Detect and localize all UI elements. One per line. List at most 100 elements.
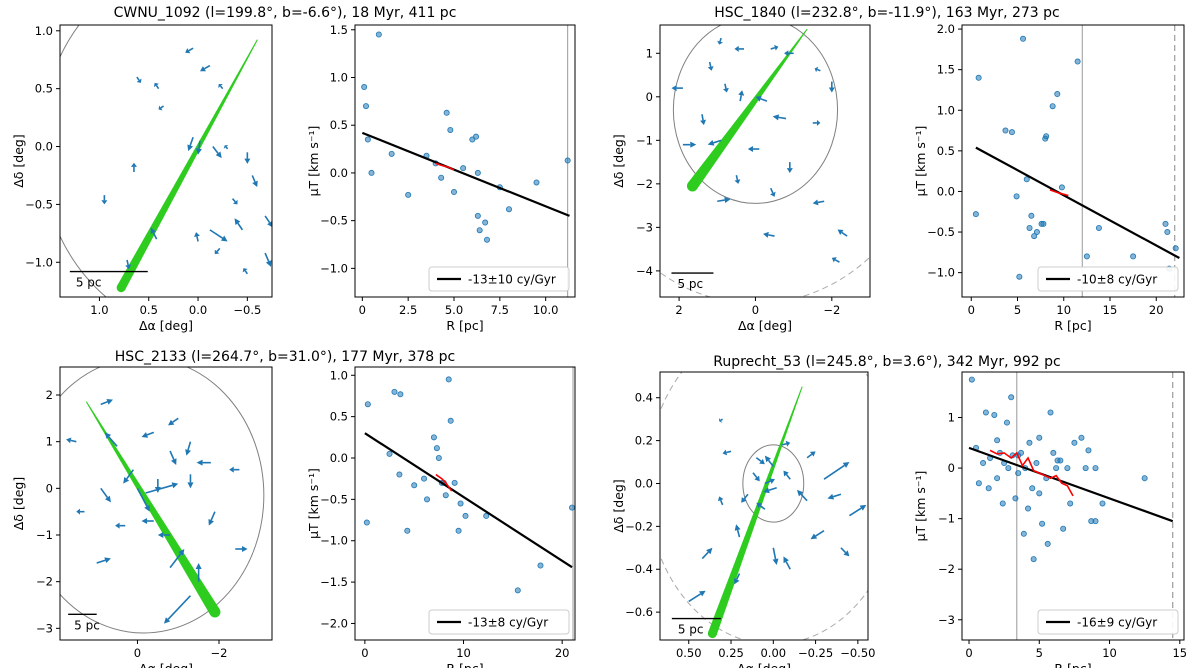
panel-title: Ruprecht_53 (l=245.8°, b=3.6°), 342 Myr,… <box>713 354 1061 370</box>
vel-ytick-label: 1.0 <box>330 368 348 382</box>
star-point <box>1008 394 1015 401</box>
star-point <box>442 492 449 499</box>
vel-plot-area <box>968 372 1174 640</box>
orbit-trail <box>688 29 808 190</box>
velocity-arrow-head <box>220 235 228 242</box>
velocity-arrow-head <box>706 547 713 555</box>
vel-xtick-label: 0 <box>361 646 368 660</box>
velocity-arrow <box>126 259 129 266</box>
velocity-arrow-head <box>185 449 191 456</box>
sky-ylabel: Δδ [deg] <box>11 477 26 531</box>
sky-ytick-label: 2 <box>46 388 53 402</box>
velocity-arrow-head <box>698 590 706 597</box>
velocity-arrow-head <box>267 220 272 228</box>
star-point <box>1141 475 1148 482</box>
legend-label: -16±9 cy/Gyr <box>1077 616 1157 630</box>
velocity-arrow-head <box>195 563 202 569</box>
velocity-arrow-head <box>700 119 707 126</box>
velocity-arrow-head <box>738 90 745 96</box>
velocity-arrow <box>781 442 787 446</box>
star-point <box>533 179 540 186</box>
star-point <box>985 485 992 492</box>
velocity-arrow <box>724 83 727 89</box>
velocity-arrow <box>759 505 766 510</box>
trail-end-cap <box>801 386 803 388</box>
velocity-arrow-head <box>194 232 200 237</box>
velocity-arrow-head <box>755 95 762 102</box>
sky-xtick-label: 1.0 <box>90 303 108 317</box>
velocity-arrow-head <box>125 264 132 270</box>
sky-ytick-label: −0.5 <box>25 197 53 211</box>
velocity-arrow <box>772 547 777 560</box>
star-point <box>1060 525 1067 532</box>
velocity-arrow-head <box>837 229 844 235</box>
velocity-arrow <box>231 198 236 203</box>
star-point <box>1082 465 1089 472</box>
velocity-arrow <box>160 105 164 109</box>
velocity-arrow-head <box>214 249 220 255</box>
velocity-arrow <box>198 140 201 149</box>
velocity-arrow-head <box>178 549 185 556</box>
velocity-arrow-head <box>115 522 120 529</box>
velocity-arrow-head <box>66 437 72 444</box>
star-point <box>460 165 467 172</box>
velocity-arrow <box>136 76 140 81</box>
star-point <box>447 417 454 424</box>
velocity-arrow <box>834 259 840 263</box>
velocity-arrow-head <box>123 477 130 484</box>
sky-ytick-label: 0.2 <box>635 434 653 448</box>
sky-xtick-label: 0.50 <box>676 646 702 660</box>
sky-ylabel: Δδ [deg] <box>611 134 626 188</box>
sky-xtick-label: 0 <box>752 303 759 317</box>
velocity-arrow-head <box>171 482 179 489</box>
scale-bar-label: 5 pc <box>678 623 704 637</box>
star-point <box>483 512 490 519</box>
velocity-arrow <box>172 417 179 423</box>
star-point <box>397 391 404 398</box>
sky-ytick-label: −0.4 <box>625 562 653 576</box>
sky-ytick-label: −1 <box>36 528 53 542</box>
star-point <box>1023 176 1030 183</box>
legend: -16±9 cy/Gyr <box>1037 609 1179 635</box>
fit-line <box>975 146 1180 259</box>
star-point <box>1057 457 1064 464</box>
star-point <box>1016 273 1023 280</box>
star-point <box>968 376 975 383</box>
velocity-arrow-head <box>242 268 248 273</box>
velocity-arrow-head <box>774 44 779 51</box>
vel-plot-area <box>972 25 1180 297</box>
velocity-arrow <box>719 37 722 42</box>
velocity-arrow-head <box>783 556 789 564</box>
vel-xtick-label: 5 <box>1036 646 1043 660</box>
velocity-arrow-head <box>150 227 157 235</box>
vel-xlabel: R [pc] <box>1054 318 1091 333</box>
vel-xtick-label: 5.0 <box>445 303 463 317</box>
star-point <box>388 150 395 157</box>
star-point <box>1026 224 1033 231</box>
star-point <box>1071 439 1078 446</box>
star-point <box>1049 103 1056 110</box>
sky-ytick-label: 0.0 <box>635 476 653 490</box>
vel-ylabel: μT [km s⁻¹] <box>913 471 928 542</box>
orbit-trail <box>117 39 258 290</box>
velocity-arrow <box>701 551 709 560</box>
star-point <box>476 227 483 234</box>
velocity-arrow <box>189 137 194 146</box>
velocity-arrow <box>100 487 109 498</box>
velocity-arrow-head <box>831 257 837 263</box>
star-point <box>564 157 571 164</box>
sky-ytick-label: −3 <box>36 621 53 635</box>
star-point <box>405 191 412 198</box>
vel-xlabel: R [pc] <box>446 661 483 668</box>
velocity-arrow-head <box>187 144 194 152</box>
sky-xtick-label: −2 <box>211 646 228 660</box>
star-point <box>482 219 489 226</box>
star-point <box>1064 465 1071 472</box>
star-point <box>404 527 411 534</box>
sky-ytick-label: −1 <box>636 133 653 147</box>
vel-ytick-label: −1.0 <box>320 261 348 275</box>
legend: -10±8 cy/Gyr <box>1037 266 1179 292</box>
velocity-arrow <box>188 47 194 52</box>
sky-xtick-label: −0.50 <box>840 646 875 660</box>
sky-xtick-label: 0 <box>134 646 141 660</box>
